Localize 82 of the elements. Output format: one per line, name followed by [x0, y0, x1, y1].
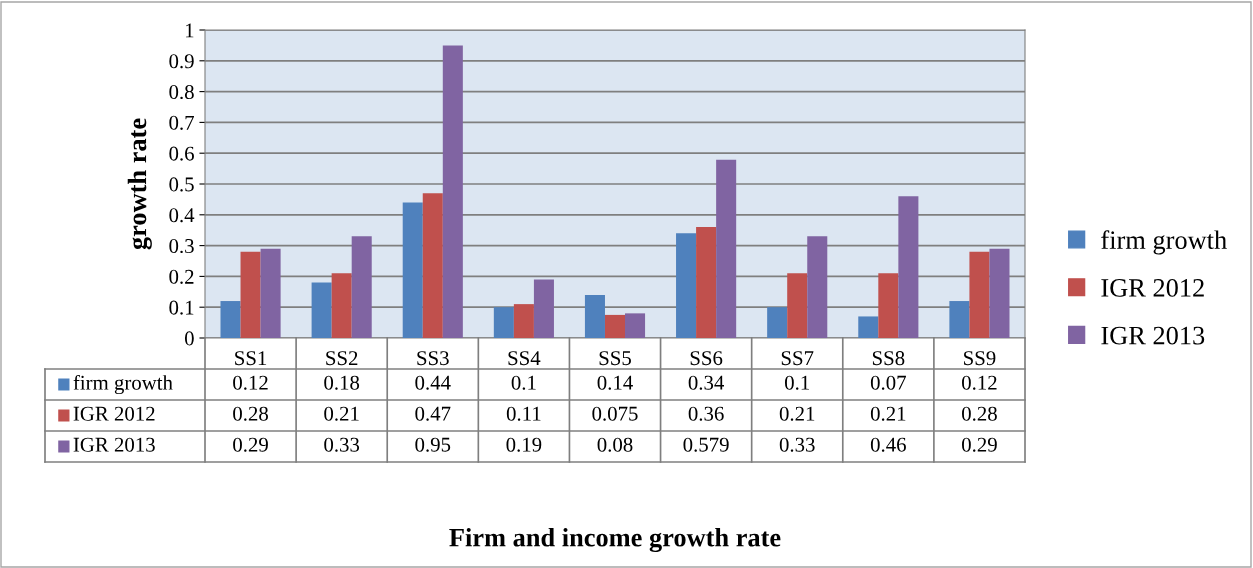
data-label: 0.46 [870, 437, 906, 452]
bar [807, 236, 828, 338]
bar [767, 307, 788, 338]
data-label: 0.28 [962, 406, 997, 421]
bar [676, 233, 697, 338]
data-label: 0.12 [962, 375, 997, 390]
bar [584, 294, 605, 338]
legend-label: firm growth [73, 374, 173, 395]
data-label: 0.36 [688, 406, 724, 421]
data-label: 0.21 [324, 406, 359, 421]
bar [422, 193, 443, 338]
data-label: 0.21 [870, 406, 906, 421]
data-label: 0.12 [233, 375, 268, 390]
data-label: 0.33 [324, 437, 360, 452]
bar [716, 159, 737, 338]
data-label: 0.29 [233, 437, 268, 452]
bar [625, 313, 646, 338]
x-tick-label: SS3 [417, 351, 449, 366]
text: IGR 2013 [73, 437, 155, 452]
data-label: 0.11 [506, 406, 541, 421]
data-label: 0.18 [324, 375, 360, 390]
x-tick-label: SS7 [781, 351, 814, 366]
bar [604, 314, 626, 338]
bar [240, 251, 261, 338]
data-label: 0.95 [415, 437, 451, 452]
data-label: 0.1 [511, 375, 536, 390]
data-label: 0.21 [779, 406, 815, 421]
y-tick-label: 1 [186, 23, 194, 38]
bar [442, 45, 463, 338]
y-tick-label: 0.7 [169, 115, 194, 130]
x-tick-label: SS6 [690, 351, 723, 366]
x-tick-label: SS5 [599, 351, 631, 366]
bar [878, 273, 899, 338]
bar [493, 307, 514, 338]
bar [402, 202, 423, 338]
text: IGR 2012 [1101, 278, 1204, 297]
y-tick-label: 0.5 [169, 177, 194, 192]
data-label: 0.33 [779, 437, 815, 452]
text: Firm and income growth rate [449, 527, 781, 553]
bar [331, 273, 352, 338]
y-tick-label: 0.1 [169, 300, 194, 315]
text: firm growth [1101, 230, 1227, 255]
y-tick-label: 0.8 [169, 84, 194, 100]
y-tick-label: 0 [184, 331, 194, 346]
bar [969, 251, 990, 338]
x-tick-label: SS2 [326, 351, 358, 366]
bar [351, 236, 372, 338]
data-label: 0.579 [683, 437, 729, 452]
x-tick-label: SS1 [235, 351, 267, 366]
data-label: 0.07 [870, 375, 906, 390]
data-label: 0.28 [233, 406, 268, 421]
data-label: 0.44 [415, 375, 451, 390]
x-tick-label: SS9 [964, 351, 996, 366]
x-tick-label: SS8 [872, 351, 905, 366]
y-tick-label: 0.2 [169, 269, 194, 284]
data-label: 0.29 [962, 437, 997, 452]
y-tick-label: 0.3 [169, 238, 194, 254]
bar [260, 248, 281, 338]
bar [898, 196, 919, 338]
bar [513, 304, 534, 338]
data-label: 0.075 [592, 406, 638, 421]
bar [949, 301, 970, 338]
data-label: 0.14 [597, 375, 633, 390]
y-tick-label: 0.4 [169, 208, 195, 223]
legend-label: IGR 2013 [1101, 326, 1205, 345]
y-axis-title: growth rate [127, 118, 152, 250]
bar [787, 273, 808, 338]
y-tick-label: 0.9 [169, 54, 194, 69]
data-label: 0.47 [415, 406, 451, 421]
data-label: 0.19 [506, 437, 542, 452]
bar [989, 248, 1010, 338]
bar [858, 316, 879, 338]
bar [220, 301, 241, 338]
data-label: 0.08 [597, 437, 633, 452]
y-tick-label: 0.6 [169, 146, 194, 161]
bar [533, 279, 554, 338]
data-label: 0.34 [688, 375, 725, 390]
legend-label: IGR 2012 [73, 406, 155, 421]
x-tick-label: SS4 [508, 351, 541, 366]
bar [311, 282, 332, 338]
data-label: 0.1 [785, 375, 809, 390]
bar [696, 227, 717, 338]
